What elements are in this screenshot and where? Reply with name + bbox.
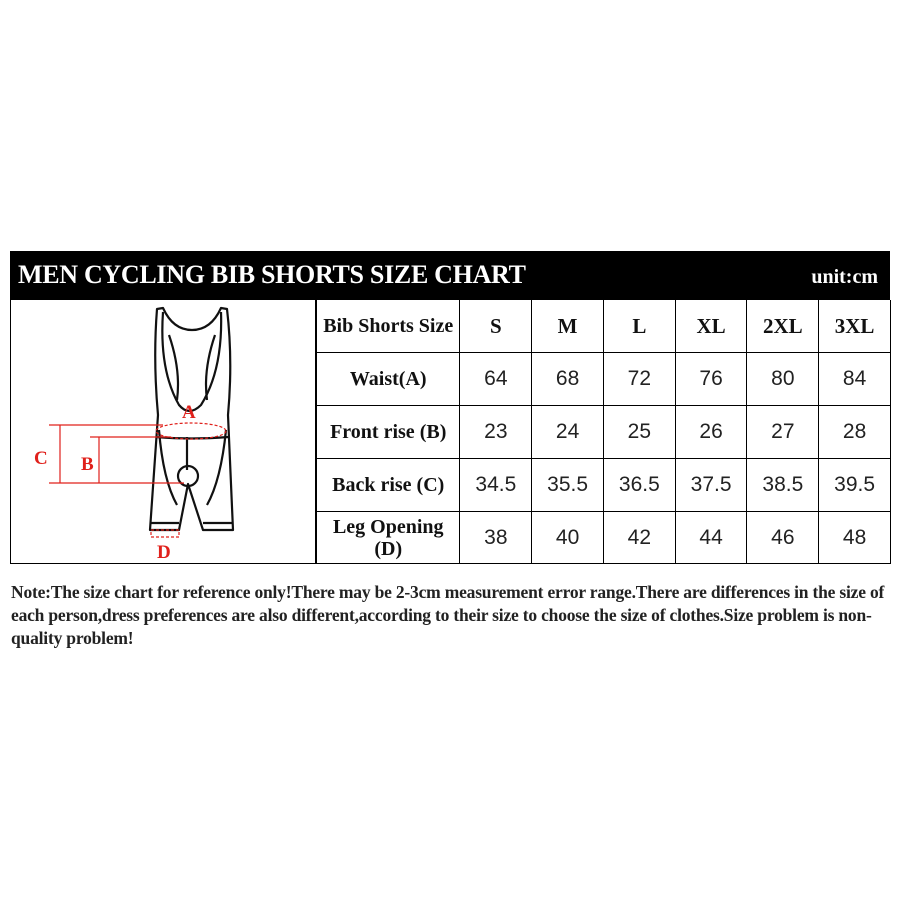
- table-row-leg-opening: Leg Opening (D) 38 40 42 44 46 48: [315, 511, 890, 564]
- cell: 28: [818, 405, 890, 459]
- table-row-waist: Waist(A) 64 68 72 76 80 84: [315, 352, 890, 406]
- label-b: B: [81, 454, 94, 475]
- label-d: D: [157, 542, 171, 563]
- note-prefix: Note:: [11, 582, 51, 602]
- cell: 72: [602, 352, 676, 406]
- size-xl: XL: [674, 300, 748, 353]
- cell: 38: [459, 511, 533, 564]
- unit-label: unit:cm: [811, 266, 878, 288]
- cell: 40: [531, 511, 604, 564]
- cell: 23: [459, 405, 533, 459]
- cell: 76: [674, 352, 748, 406]
- table-row-front-rise: Front rise (B) 23 24 25 26 27 28: [315, 405, 890, 459]
- cell: 39.5: [818, 458, 890, 512]
- size-3xl: 3XL: [818, 300, 890, 353]
- bib-shorts-illustration: A C B D: [34, 306, 235, 563]
- cell: 80: [746, 352, 820, 406]
- row-label: Front rise (B): [315, 405, 461, 459]
- bib-shorts-diagram: A C B D: [11, 300, 316, 563]
- cell: 24: [531, 405, 604, 459]
- cell: 34.5: [459, 458, 533, 512]
- row-label: Waist(A): [315, 352, 461, 406]
- size-s: S: [459, 300, 533, 353]
- cell: 26: [674, 405, 748, 459]
- label-c: C: [34, 448, 48, 469]
- cell: 36.5: [602, 458, 676, 512]
- size-m: M: [531, 300, 604, 353]
- cell: 35.5: [531, 458, 604, 512]
- cell: 48: [818, 511, 890, 564]
- title-bar: MEN CYCLING BIB SHORTS SIZE CHART unit:c…: [10, 251, 890, 300]
- size-l: L: [602, 300, 676, 353]
- cell: 44: [674, 511, 748, 564]
- table-row-back-rise: Back rise (C) 34.5 35.5 36.5 37.5 38.5 3…: [315, 458, 890, 512]
- cell: 64: [459, 352, 533, 406]
- corner-label: Bib Shorts Size: [315, 300, 461, 353]
- note-text: The size chart for reference only!There …: [11, 582, 885, 648]
- chart-title: MEN CYCLING BIB SHORTS SIZE CHART: [18, 260, 526, 289]
- cell: 25: [602, 405, 676, 459]
- cell: 37.5: [674, 458, 748, 512]
- row-label: Back rise (C): [315, 458, 461, 512]
- cell: 46: [746, 511, 820, 564]
- size-chart: A C B D Bib Shorts Size S M L XL 2XL 3XL…: [10, 300, 891, 564]
- row-label: Leg Opening (D): [315, 511, 461, 564]
- cell: 42: [602, 511, 676, 564]
- size-2xl: 2XL: [746, 300, 820, 353]
- cell: 38.5: [746, 458, 820, 512]
- cell: 27: [746, 405, 820, 459]
- cell: 84: [818, 352, 890, 406]
- size-table: Bib Shorts Size S M L XL 2XL 3XL Waist(A…: [315, 300, 890, 564]
- table-header-row: Bib Shorts Size S M L XL 2XL 3XL: [315, 300, 890, 353]
- disclaimer-note: Note:The size chart for reference only!T…: [11, 581, 891, 650]
- label-a: A: [182, 402, 196, 423]
- cell: 68: [531, 352, 604, 406]
